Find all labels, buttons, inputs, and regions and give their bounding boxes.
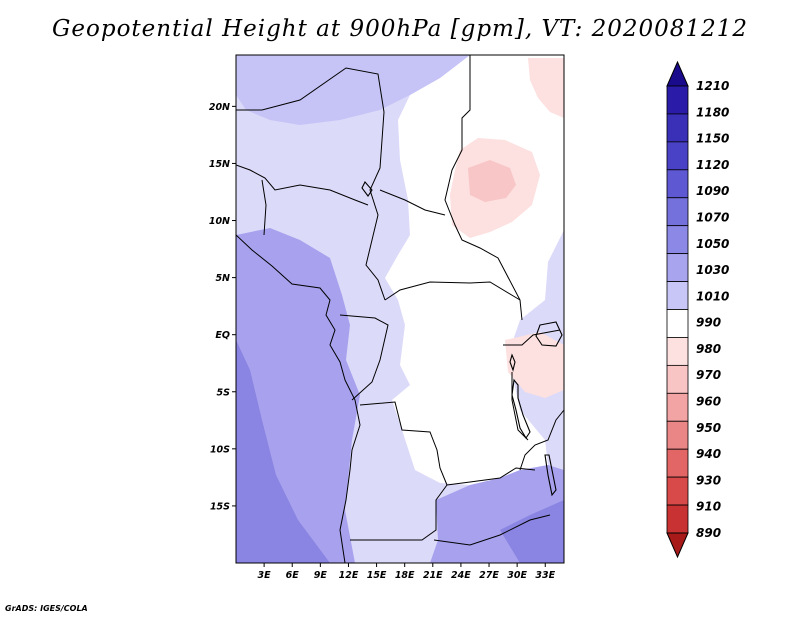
colorbar-label: 1090: [696, 184, 729, 198]
colorbar-label: 980: [696, 342, 721, 356]
colorbar-swatch: [666, 504, 689, 534]
border-line: [503, 329, 561, 346]
lon-tick-label: 6E: [286, 570, 300, 581]
colorbar-swatch: [666, 141, 689, 171]
colorbar-label: 1070: [696, 210, 729, 224]
colorbar-swatch: [666, 225, 689, 255]
lon-tick-label: 27E: [479, 570, 499, 581]
map-frame: [235, 54, 565, 564]
colorbar-swatch: [666, 476, 689, 506]
lake-tanganyika: [511, 378, 531, 440]
colorbar-label: 1180: [696, 105, 729, 119]
colorbar-label: 1150: [696, 132, 729, 146]
colorbar-label: 910: [696, 500, 721, 514]
border-line: [236, 67, 386, 301]
border-line: [350, 484, 448, 541]
lat-tick-label: 10S: [210, 444, 230, 455]
colorbar-swatch: [666, 392, 689, 422]
lat-tick-label: 10N: [209, 216, 230, 227]
colorbar-swatch: [666, 337, 689, 366]
border-line: [384, 281, 521, 301]
lat-tick-label: 5N: [215, 273, 230, 284]
border-line: [339, 314, 389, 401]
lake-malawi: [544, 454, 557, 497]
border-line: [261, 179, 267, 236]
lon-tick-label: 3E: [258, 570, 272, 581]
border-line: [236, 234, 361, 563]
country-borders: [236, 55, 564, 563]
colorbar-label: 970: [696, 368, 721, 382]
colorbar-swatch: [666, 253, 689, 282]
field-deep-west: [236, 340, 330, 563]
colorbar-swatch: [666, 309, 689, 338]
lon-tick-label: 18E: [395, 570, 415, 581]
colorbar-label: 990: [696, 316, 721, 330]
lon-tick-label: 21E: [423, 570, 443, 581]
colorbar: 1210 1180 1150 1120 1090 1070 1050 1030 1010 990 9…: [666, 60, 729, 559]
field-rose-northeast: [468, 160, 516, 202]
lake-small: [361, 181, 373, 197]
longitude-axis: 3E 6E 9E 12E 15E 18E 21E 24E 27E 30E 33E: [258, 563, 556, 581]
field-pink-lakes: [505, 332, 564, 398]
latitude-axis: 20N 15N 10N 5N EQ 5S 10S 15S: [209, 102, 236, 512]
colorbar-label: 890: [696, 526, 721, 540]
colorbar-label: 1050: [696, 237, 729, 251]
colorbar-swatch: [666, 420, 689, 450]
colorbar-swatch: [666, 281, 689, 310]
map-title: Geopotential Height at 900hPa [gpm], VT:…: [52, 16, 748, 42]
colorbar-swatch: [666, 364, 689, 394]
colorbar-label: 1010: [696, 289, 729, 303]
lon-tick-label: 30E: [507, 570, 527, 581]
lakes: [361, 181, 563, 497]
border-line: [444, 55, 523, 321]
colorbar-label: 1030: [696, 263, 729, 277]
border-line: [236, 164, 369, 206]
colorbar-label: 940: [696, 447, 721, 461]
lon-tick-label: 15E: [367, 570, 387, 581]
colorbar-label: 930: [696, 473, 721, 487]
border-line: [433, 514, 551, 546]
lon-tick-label: 24E: [451, 570, 471, 581]
lon-tick-label: 9E: [314, 570, 328, 581]
border-line: [379, 189, 446, 216]
colorbar-label: 950: [696, 421, 721, 435]
colorbar-swatch: [666, 85, 689, 115]
colorbar-label: 1120: [696, 158, 729, 172]
field-light-north: [236, 55, 470, 125]
colorbar-label: 960: [696, 395, 721, 409]
colorbar-swatch: [666, 197, 689, 227]
colorbar-label: 1210: [696, 79, 729, 93]
lat-tick-label: EQ: [215, 330, 230, 341]
colorbar-swatch: [666, 113, 689, 143]
lat-tick-label: 15S: [210, 501, 230, 512]
lat-tick-label: 20N: [209, 102, 230, 113]
lon-tick-label: 12E: [339, 570, 359, 581]
border-line: [511, 372, 529, 441]
colorbar-swatch: [666, 169, 689, 199]
border-line: [446, 467, 536, 486]
lat-tick-label: 5S: [217, 387, 231, 398]
lake-victoria: [535, 321, 563, 347]
grads-credit: GrADS: IGES/COLA: [5, 604, 88, 613]
border-line: [359, 401, 448, 486]
lat-tick-label: 15N: [209, 159, 230, 170]
colorbar-swatch: [666, 448, 689, 478]
colorbar-top-arrow: [666, 60, 689, 87]
lake-kivu: [509, 353, 516, 372]
lon-tick-label: 33E: [535, 570, 555, 581]
border-line: [519, 409, 564, 471]
field-pink-corner: [528, 58, 564, 118]
colorbar-bottom-arrow: [666, 532, 689, 559]
field-shading: [236, 55, 564, 563]
